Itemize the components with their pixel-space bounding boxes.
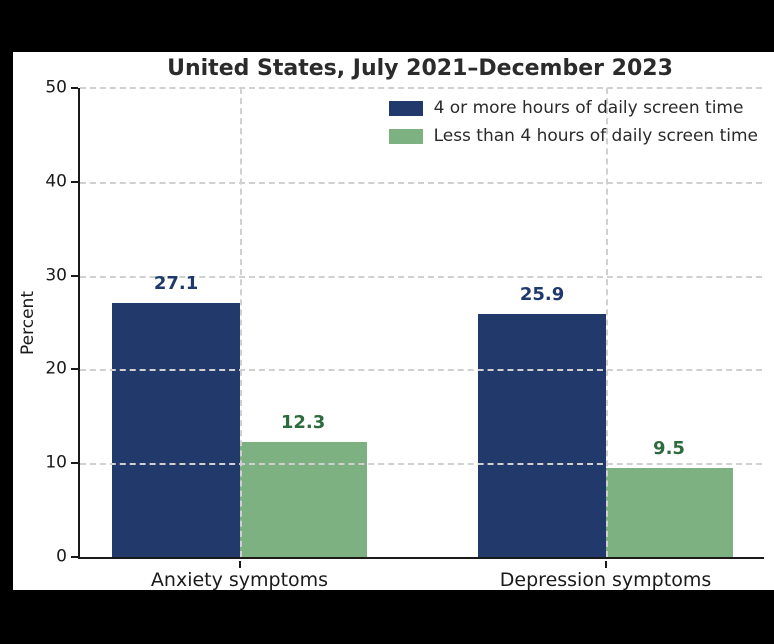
ytick-mark-0 bbox=[71, 556, 78, 558]
legend: 4 or more hours of daily screen time Les… bbox=[388, 98, 758, 146]
gridline-y50 bbox=[80, 87, 762, 89]
gridline-x-depression bbox=[605, 88, 608, 557]
bar-anxiety-4plus-hours bbox=[112, 302, 240, 557]
ytick-label-20: 20 bbox=[45, 358, 67, 379]
gridline-y20 bbox=[80, 369, 762, 372]
xtick-mark-depression bbox=[604, 561, 607, 568]
ytick-mark-30 bbox=[71, 274, 78, 277]
legend-swatch-blue-icon bbox=[388, 100, 423, 116]
legend-swatch-green-icon bbox=[388, 128, 423, 144]
bar-depression-4plus-hours bbox=[478, 314, 606, 557]
xcat-label-anxiety: Anxiety symptoms bbox=[150, 569, 329, 591]
chart-title: United States, July 2021–December 2023 bbox=[167, 56, 673, 81]
ytick-label-30: 30 bbox=[45, 265, 67, 286]
plot-area: 27.1 12.3 25.9 9.5 50 40 30 20 10 0 Anxi… bbox=[18, 79, 764, 591]
gridline-y10 bbox=[80, 463, 762, 466]
value-label-depression-under4: 9.5 bbox=[653, 437, 685, 459]
ytick-mark-20 bbox=[71, 368, 78, 371]
ytick-mark-10 bbox=[71, 462, 78, 465]
ytick-label-10: 10 bbox=[45, 452, 67, 473]
value-label-depression-4plus: 25.9 bbox=[519, 284, 565, 306]
figure-panel: United States, July 2021–December 2023 2… bbox=[13, 52, 774, 591]
ytick-label-0: 0 bbox=[56, 546, 67, 567]
legend-row-under-4-hours: Less than 4 hours of daily screen time bbox=[388, 126, 758, 146]
legend-label-under-4-hours: Less than 4 hours of daily screen time bbox=[433, 126, 758, 146]
ytick-mark-50 bbox=[71, 87, 78, 89]
bar-depression-under-4-hours bbox=[605, 467, 733, 557]
bar-anxiety-under-4-hours bbox=[239, 441, 367, 557]
ytick-label-40: 40 bbox=[45, 171, 67, 192]
ytick-mark-40 bbox=[71, 180, 78, 183]
legend-row-4plus-hours: 4 or more hours of daily screen time bbox=[388, 98, 758, 118]
value-label-anxiety-under4: 12.3 bbox=[280, 411, 326, 433]
gridline-y40 bbox=[80, 181, 762, 184]
y-axis-title: Percent bbox=[18, 290, 38, 355]
xcat-label-depression: Depression symptoms bbox=[499, 569, 712, 591]
gridline-x-anxiety bbox=[239, 88, 242, 557]
ytick-label-50: 50 bbox=[45, 77, 67, 98]
value-label-anxiety-4plus: 27.1 bbox=[153, 272, 199, 294]
gridline-y30 bbox=[80, 275, 762, 278]
xtick-mark-anxiety bbox=[238, 561, 241, 568]
legend-label-4plus-hours: 4 or more hours of daily screen time bbox=[433, 98, 744, 118]
